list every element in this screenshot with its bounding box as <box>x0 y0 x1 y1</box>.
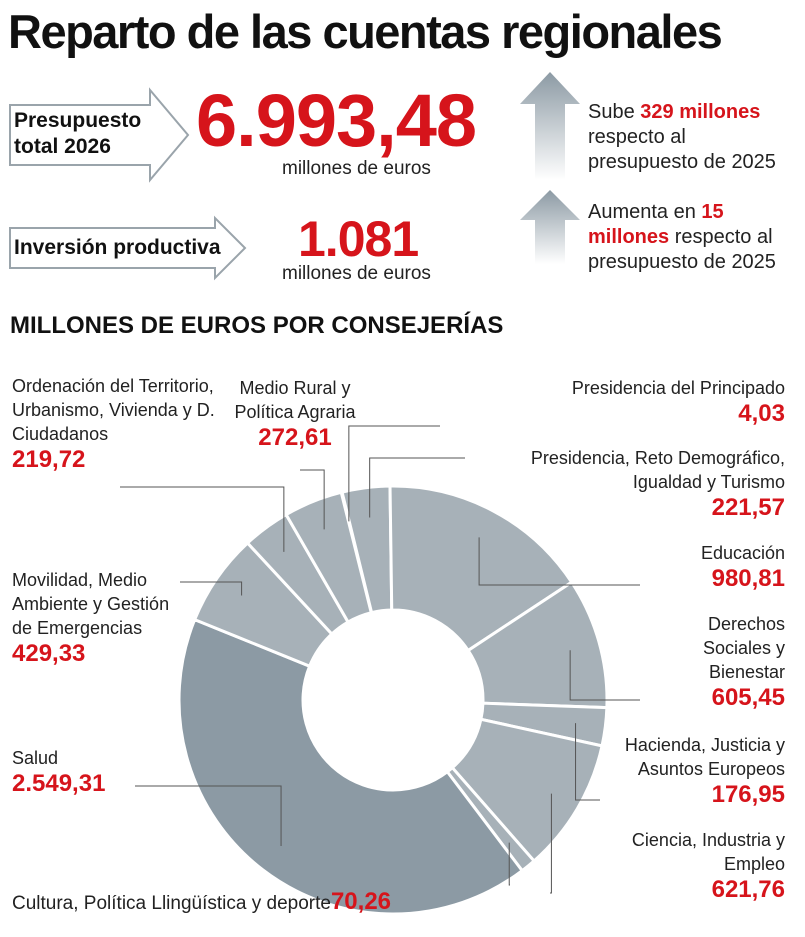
slice-label: Hacienda, Justicia y Asuntos Europeos 176… <box>590 733 785 809</box>
leader-line <box>120 486 285 552</box>
category-name: Ciencia, Industria y Empleo <box>631 830 785 874</box>
text: respecto al presupuesto de 2025 <box>588 126 776 173</box>
category-name: Ordenación del Territorio, Urbanismo, Vi… <box>12 376 215 444</box>
budget-value: 6.993,48 <box>196 79 477 162</box>
category-name: Hacienda, Justicia y Asuntos Europeos <box>624 735 785 779</box>
slice-label: Movilidad, Medio Ambiente y Gestión de E… <box>12 568 187 668</box>
up-arrow <box>520 190 580 264</box>
leader-line <box>508 842 510 886</box>
text: Sube <box>588 101 641 123</box>
slice-label: Derechos Sociales y Bienestar 605,45 <box>640 612 785 712</box>
value-label: 272,61 <box>258 424 332 451</box>
text: respecto al presupuesto de 2025 <box>588 226 776 273</box>
category-name: Cultura, Política Llingüística y deporte <box>12 893 331 914</box>
donut-slice <box>284 490 374 625</box>
up-arrow <box>520 72 580 180</box>
arrow-shape <box>9 215 247 281</box>
leader-line <box>180 581 243 596</box>
arrow-shape <box>9 87 190 183</box>
slice-label: Medio Rural y Política Agraria 272,61 <box>225 376 365 452</box>
value-label: 219,72 <box>12 446 86 473</box>
highlight: 329 millones <box>640 101 761 123</box>
slice-label: Ordenación del Territorio, Urbanismo, Vi… <box>12 374 227 474</box>
leader-line <box>550 793 552 894</box>
leader-line <box>300 469 325 530</box>
category-name: Presidencia, Reto Demográfico, Igualdad … <box>530 448 785 492</box>
slice-label: Salud 2.549,31 <box>12 746 162 798</box>
slice-label: Presidencia, Reto Demográfico, Igualdad … <box>480 446 785 522</box>
text: Aumenta en <box>588 201 702 223</box>
leader-line <box>575 723 600 801</box>
budget-unit: millones de euros <box>282 158 431 179</box>
category-name: Medio Rural y Política Agraria <box>234 378 356 422</box>
slice-label: Educación 980,81 <box>600 541 785 593</box>
category-name: Salud <box>12 748 59 768</box>
investment-label: Inversión productiva <box>14 236 221 259</box>
value-label: 429,33 <box>12 640 86 667</box>
value-label: 4,03 <box>738 400 785 427</box>
category-name: Derechos Sociales y Bienestar <box>702 614 785 682</box>
budget-label: Presupuesto total 2026 <box>14 109 142 158</box>
donut-slice <box>177 617 525 916</box>
value-label: 221,57 <box>711 494 785 521</box>
value-label: 176,95 <box>711 781 785 808</box>
donut <box>177 484 609 916</box>
leader-lines <box>120 425 640 894</box>
slice-label: Presidencia del Principado 4,03 <box>535 376 785 428</box>
highlight: 15 millones <box>588 201 724 248</box>
investment-unit: millones de euros <box>282 263 431 284</box>
category-name: Educación <box>700 543 785 563</box>
slice-label: Ciencia, Industria y Empleo 621,76 <box>590 828 785 904</box>
category-name: Movilidad, Medio Ambiente y Gestión de E… <box>12 570 170 638</box>
value-label: 605,45 <box>711 684 785 711</box>
budget-change: Sube 329 millones respecto al presupuest… <box>588 100 798 175</box>
leader-line <box>478 537 640 586</box>
value-label: 980,81 <box>711 565 785 592</box>
category-name: Presidencia del Principado <box>571 378 785 398</box>
investment-change: Aumenta en 15 millones respecto al presu… <box>588 200 788 275</box>
slice-label: Cultura, Política Llingüística y deporte… <box>12 888 412 916</box>
leader-line <box>569 650 640 701</box>
leader-line <box>135 785 282 847</box>
value-label: 2.549,31 <box>12 770 106 797</box>
investment-value: 1.081 <box>298 211 419 267</box>
leader-line <box>369 457 465 518</box>
value-label: 621,76 <box>711 876 785 903</box>
title: Reparto de las cuentas regionales <box>8 5 723 58</box>
value-label: 70,26 <box>330 888 392 915</box>
subtitle: MILLONES DE EUROS POR CONSEJERÍAS <box>10 312 504 339</box>
leader-line <box>348 425 440 522</box>
donut-slice <box>388 484 574 653</box>
